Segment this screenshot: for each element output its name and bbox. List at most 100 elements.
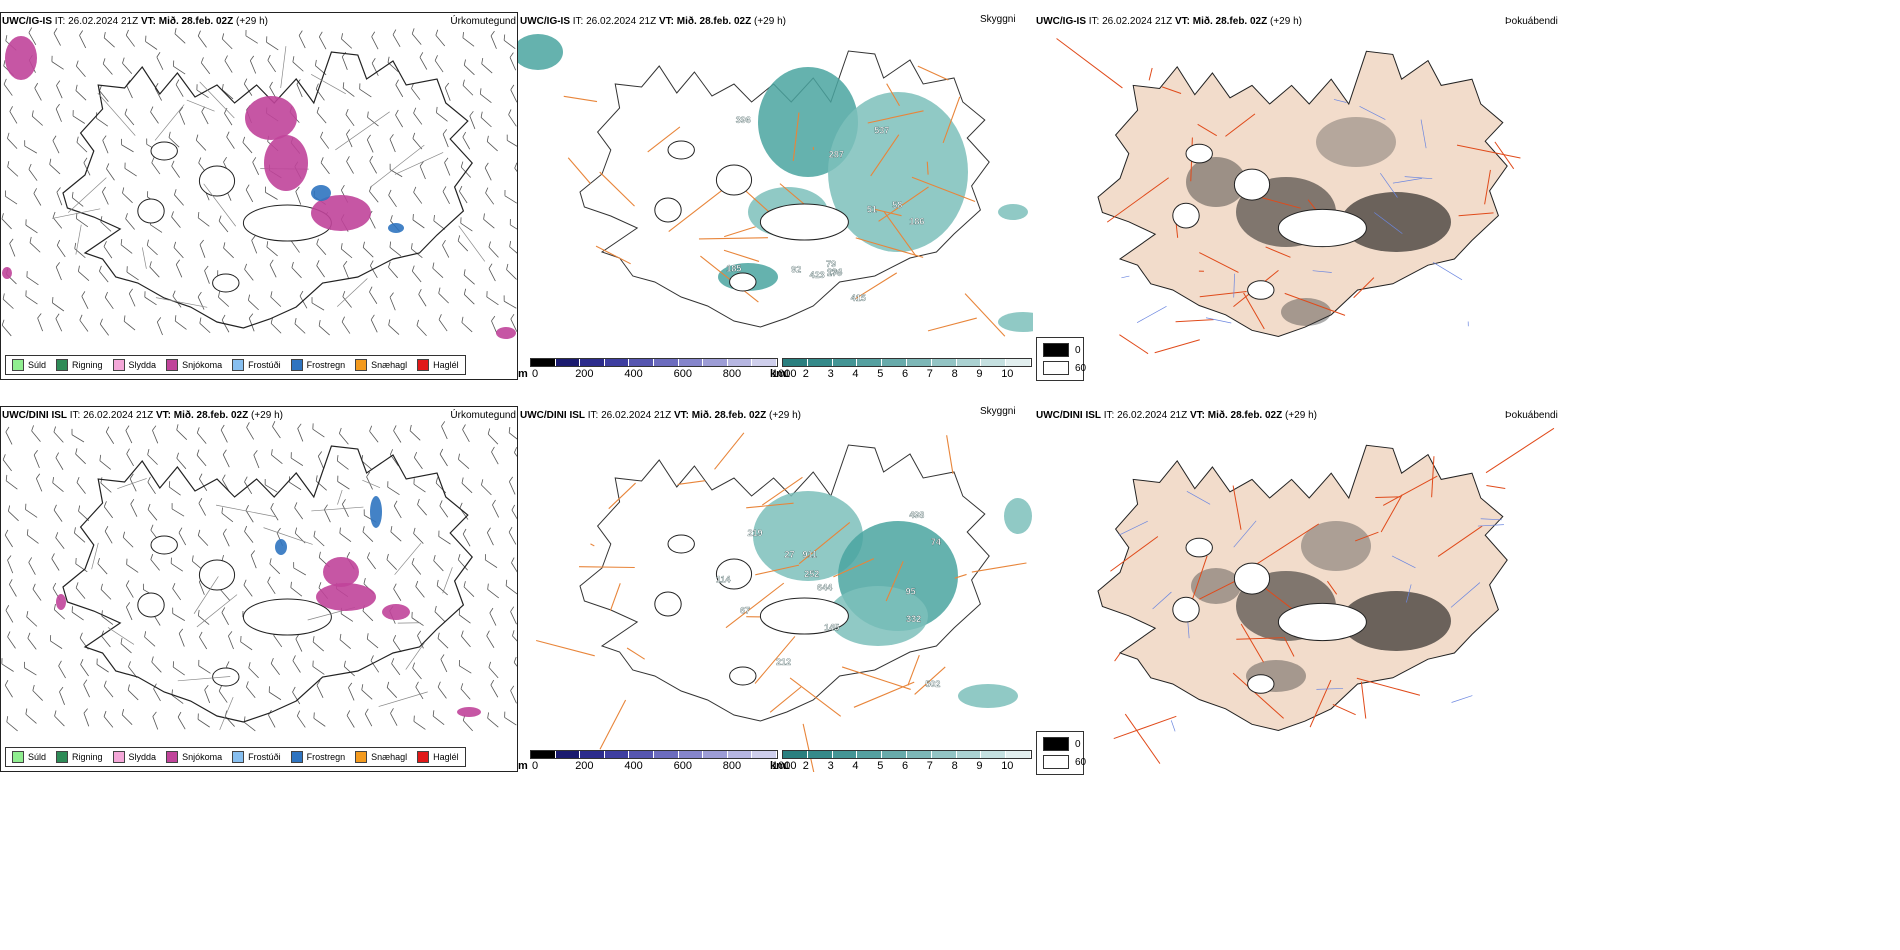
road <box>1148 67 1153 81</box>
colorbar-tick: 400 <box>624 368 643 380</box>
wind-barb <box>370 655 380 673</box>
legend-label: Snæhagl <box>371 752 408 762</box>
wind-barb <box>99 85 109 102</box>
wind-barb <box>173 60 186 75</box>
wind-barb <box>439 448 448 467</box>
precip-type-legend: Súld Rigning Slydda Snjókoma Frostúði Frostre… <box>5 355 466 375</box>
river <box>1406 584 1412 603</box>
road <box>724 226 756 238</box>
road <box>1326 580 1338 595</box>
glacier-outline <box>1185 537 1213 558</box>
precip-type-panel-bottom: Súld Rigning Slydda Snjókoma Frostúði Frostre… <box>0 406 518 772</box>
wind-barb <box>315 59 327 76</box>
coastline <box>579 444 990 722</box>
wind-barb <box>389 241 402 257</box>
legend-label: Haglél <box>433 752 459 762</box>
wind-barb <box>150 106 159 124</box>
cloud-height-label: 294 <box>827 267 842 277</box>
colorbar-cell <box>727 751 753 758</box>
wind-barb <box>80 659 89 677</box>
road <box>926 161 929 175</box>
wind-barb <box>392 29 401 47</box>
wind-barb <box>463 581 475 597</box>
wind-barb <box>415 580 425 598</box>
wind-barb <box>391 658 401 676</box>
cloud-height-label: 498 <box>909 510 924 520</box>
cloud-height-label: 51 <box>867 204 877 214</box>
legend-item: Slydda <box>112 359 156 371</box>
wind-barb <box>130 499 138 517</box>
colorbar-tick: 3 <box>827 760 834 772</box>
wind-barb <box>463 288 475 305</box>
legend-label: Frostregn <box>306 360 346 370</box>
wind-barb <box>505 579 517 595</box>
wind-barb <box>269 259 277 278</box>
road <box>141 247 147 269</box>
wind-barb <box>222 449 230 468</box>
wind-barb <box>461 316 473 333</box>
wind-barb <box>222 528 230 547</box>
wind-barb <box>270 503 279 521</box>
wind-barb <box>293 562 307 576</box>
wind-barb <box>444 82 451 101</box>
colorbar-cell <box>1006 359 1031 366</box>
wind-barb <box>129 473 137 492</box>
legend-swatch <box>12 359 24 371</box>
cloud-height-label: 644 <box>817 582 832 592</box>
fog-area <box>1316 117 1396 167</box>
road <box>1283 636 1295 657</box>
colorbar-cell <box>807 751 833 758</box>
km-colorbar-bottom: km 1 2 3 4 5 6 7 8 9 10 <box>770 750 1032 774</box>
road <box>954 573 967 579</box>
colorbar-unit: m <box>518 760 528 772</box>
wind-barb <box>122 187 133 204</box>
wind-barb <box>295 633 303 652</box>
wind-barb <box>509 52 517 71</box>
wind-barb <box>126 80 133 99</box>
colorbar-tick: 4 <box>852 760 859 772</box>
colorbar-tick: 0 <box>532 760 539 772</box>
road <box>154 104 185 141</box>
road <box>1119 334 1149 355</box>
wind-barb <box>243 78 253 96</box>
road <box>698 237 768 240</box>
wind-barb <box>100 216 112 232</box>
wind-barb <box>462 31 475 47</box>
wind-barb <box>28 163 38 181</box>
wind-barb <box>25 503 38 518</box>
glacier-outline <box>1233 168 1271 201</box>
road <box>75 224 82 255</box>
colorbar-cell <box>832 359 858 366</box>
wind-barb <box>248 662 259 679</box>
wind-barb <box>510 685 517 704</box>
wind-barb <box>436 106 448 122</box>
glacier-outline <box>715 558 753 590</box>
wind-barb <box>294 502 304 520</box>
river <box>1392 178 1423 184</box>
road <box>971 562 1027 573</box>
colorbar-cell <box>629 359 654 366</box>
precip-area <box>245 96 297 140</box>
colorbar-tick: 2 <box>802 368 809 380</box>
legend-label: Frostúði <box>248 360 281 370</box>
wind-barb <box>243 716 256 732</box>
river <box>1205 317 1232 324</box>
colorbar-cells <box>782 750 1032 759</box>
wind-barb <box>100 477 112 493</box>
road <box>193 576 219 614</box>
wind-barb <box>271 449 283 465</box>
panel-title-cloud: Skyggni <box>980 406 1016 417</box>
wind-barb <box>103 241 113 259</box>
wind-barb <box>268 709 276 728</box>
wind-barb <box>364 708 373 727</box>
wind-barb <box>367 552 376 570</box>
wind-barb <box>124 162 137 177</box>
fog-panel-bottom <box>1036 406 1556 772</box>
wind-barb <box>97 557 108 575</box>
road <box>52 208 101 219</box>
wind-barb <box>72 110 86 124</box>
wind-barb <box>339 527 352 543</box>
wind-barb <box>514 162 517 180</box>
legend-label: Haglél <box>433 360 459 370</box>
wind-barb <box>369 185 379 203</box>
